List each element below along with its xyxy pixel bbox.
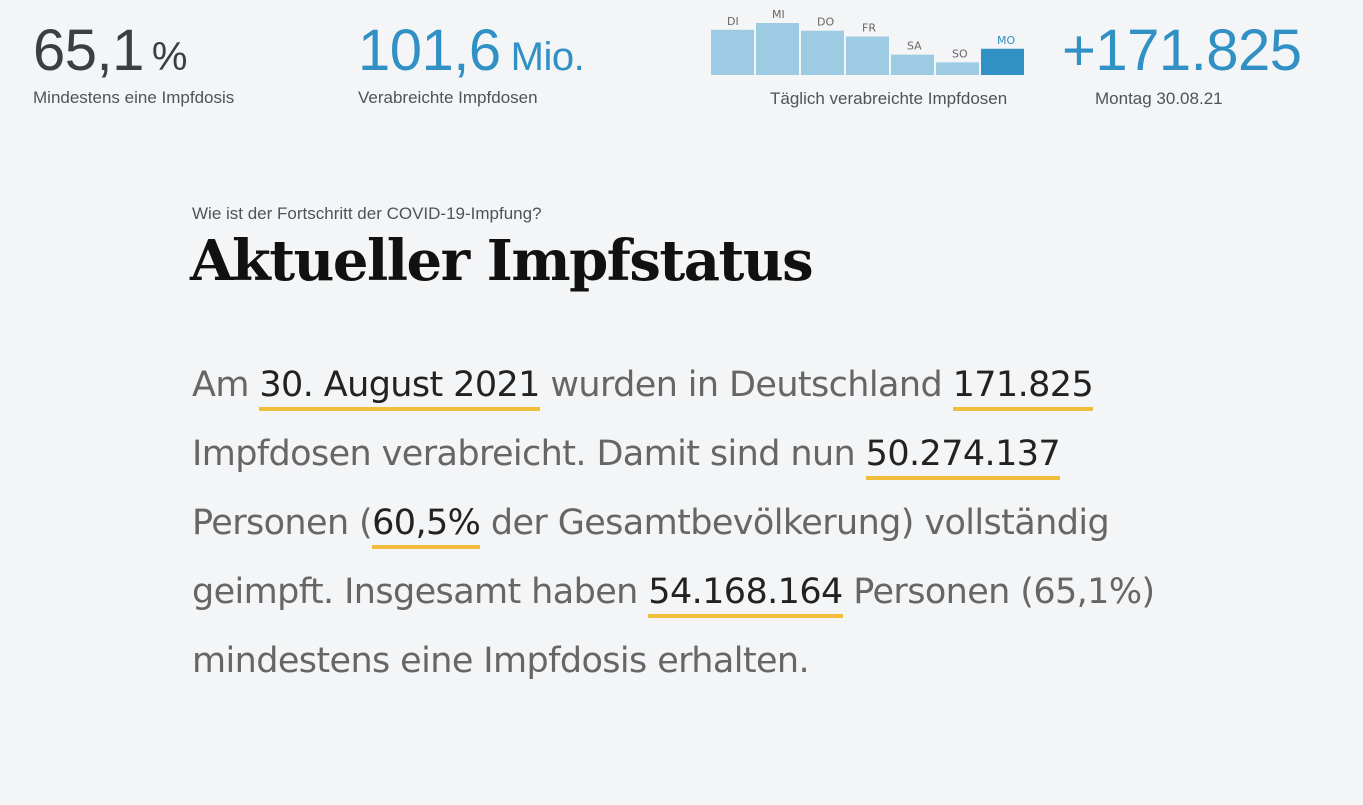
bar-so: [936, 62, 979, 75]
bar-mi: [756, 23, 799, 75]
text-segment: der Gesamtbevölkerung) vollständig geimp…: [192, 503, 1110, 612]
bar-label-mi: MI: [772, 8, 785, 21]
first-dose-percentage-value: 65,1: [33, 18, 144, 83]
first-dose-label: Mindestens eine Impfdosis: [33, 88, 235, 107]
highlight-first-dose-count: 54.168.164: [648, 572, 843, 618]
bar-label-di: DI: [727, 15, 739, 28]
bar-mo: [981, 48, 1024, 75]
highlight-fully-vaccinated-pct: 60,5%: [372, 503, 481, 549]
total-doses-unit: Mio.: [510, 35, 585, 79]
first-dose-percentage-unit: %: [151, 35, 188, 79]
page-title: Aktueller Impfstatus: [190, 228, 814, 294]
bar-label-mo: MO: [997, 34, 1015, 47]
bar-label-so: SO: [952, 47, 968, 60]
text-segment: Am: [192, 365, 260, 405]
bar-label-fr: FR: [862, 22, 876, 35]
total-doses-value: 101,6: [358, 18, 501, 83]
bar-do: [801, 30, 844, 75]
bar-label-do: DO: [817, 16, 834, 29]
daily-doses-chart: DI MI DO FR SA SO MO: [711, 8, 1024, 75]
status-paragraph: Am 30. August 2021 wurden in Deutschland…: [192, 351, 1172, 696]
bar-di: [711, 29, 754, 75]
first-dose-percentage: 65,1%: [33, 22, 187, 80]
daily-doses-label: Täglich verabreichte Impfdosen: [770, 89, 1008, 108]
text-segment: Impfdosen verabreicht. Damit sind nun: [192, 434, 866, 474]
highlight-date: 30. August 2021: [259, 365, 540, 411]
highlight-fully-vaccinated: 50.274.137: [865, 434, 1061, 480]
text-segment: Personen (: [192, 503, 373, 543]
total-doses-label: Verabreichte Impfdosen: [358, 88, 538, 107]
highlight-daily-doses: 171.825: [952, 365, 1094, 411]
daily-doses-date: Montag 30.08.21: [1095, 89, 1223, 108]
section-kicker: Wie ist der Fortschritt der COVID-19-Imp…: [192, 204, 542, 223]
text-segment: wurden in Deutschland: [539, 365, 953, 405]
text-segment: Personen (65,1%) mindestens eine Impfdos…: [192, 572, 1155, 681]
bar-fr: [846, 36, 889, 75]
total-doses: 101,6 Mio.: [358, 22, 585, 80]
bar-label-sa: SA: [907, 40, 922, 53]
bar-sa: [891, 54, 934, 75]
daily-doses-value: +171.825: [1062, 18, 1302, 83]
